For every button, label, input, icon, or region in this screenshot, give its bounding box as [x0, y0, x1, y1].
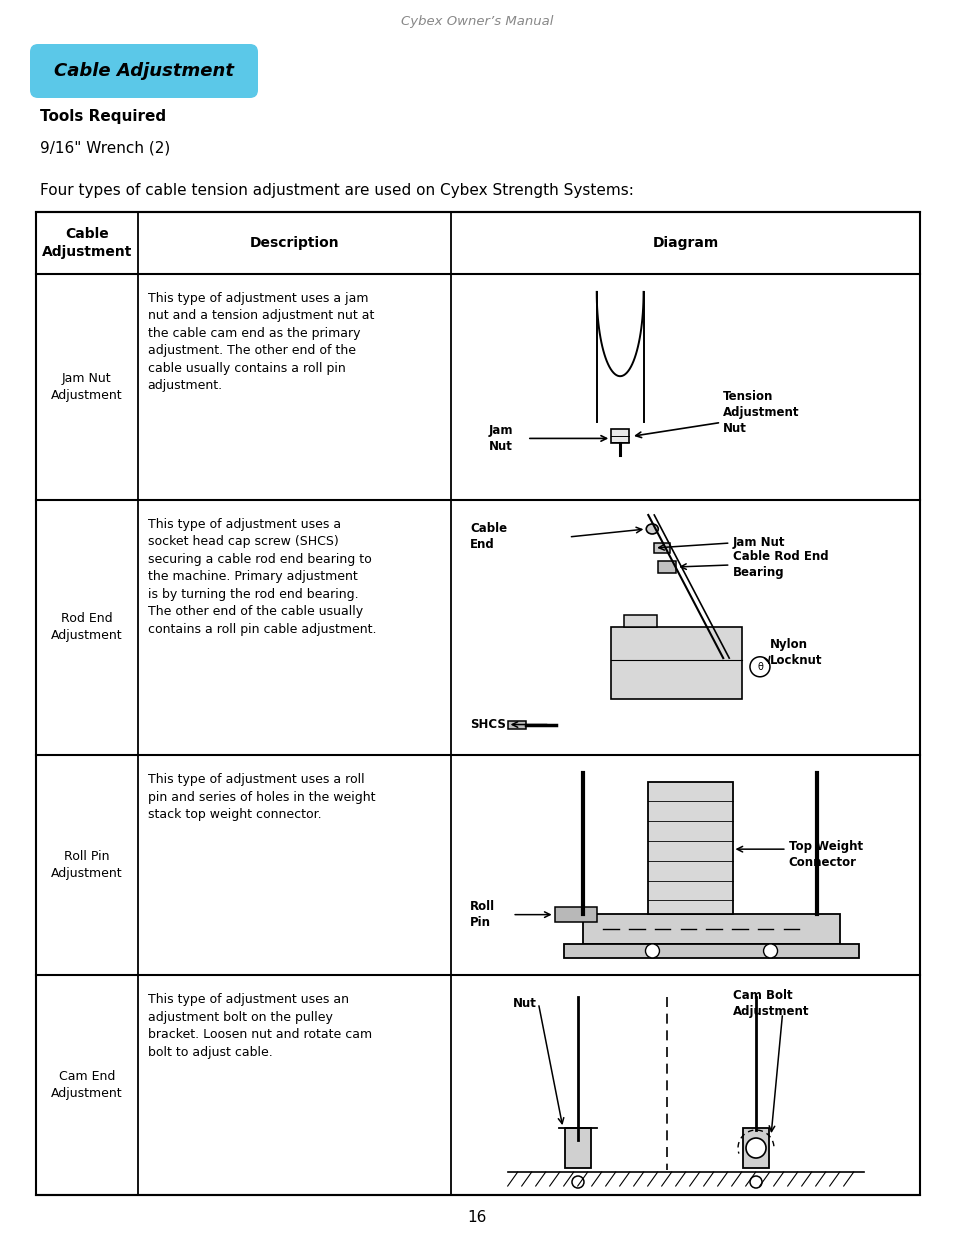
Text: θ: θ	[757, 662, 762, 672]
Text: Nylon
Locknut: Nylon Locknut	[769, 638, 821, 667]
Circle shape	[645, 944, 659, 958]
Bar	[36, 212, 919, 1195]
Bar	[654, 543, 670, 553]
Text: Cable
Adjustment: Cable Adjustment	[42, 227, 132, 258]
Bar	[658, 561, 676, 573]
Text: SHCS: SHCS	[470, 718, 505, 731]
Text: Description: Description	[250, 236, 339, 249]
Ellipse shape	[645, 524, 658, 534]
Bar	[582, 914, 840, 945]
FancyBboxPatch shape	[30, 44, 257, 98]
Text: Tools Required: Tools Required	[40, 109, 166, 124]
Text: This type of adjustment uses a roll
pin and series of holes in the weight
stack : This type of adjustment uses a roll pin …	[148, 773, 375, 821]
Text: Roll Pin
Adjustment: Roll Pin Adjustment	[51, 850, 123, 881]
Circle shape	[572, 1176, 583, 1188]
Bar	[742, 1128, 768, 1168]
Text: Diagram: Diagram	[652, 236, 719, 249]
Bar	[507, 720, 525, 729]
Text: Cable
End: Cable End	[470, 522, 507, 552]
Text: Jam Nut: Jam Nut	[732, 536, 784, 550]
Text: This type of adjustment uses an
adjustment bolt on the pulley
bracket. Loosen nu: This type of adjustment uses an adjustme…	[148, 993, 372, 1058]
Bar	[623, 615, 656, 627]
Text: Nut: Nut	[512, 997, 536, 1009]
Bar	[648, 782, 732, 914]
Text: Cam End
Adjustment: Cam End Adjustment	[51, 1070, 123, 1100]
Text: Cable Rod End
Bearing: Cable Rod End Bearing	[732, 551, 827, 579]
Text: Four types of cable tension adjustment are used on Cybex Strength Systems:: Four types of cable tension adjustment a…	[40, 183, 633, 198]
Circle shape	[749, 657, 769, 677]
Circle shape	[749, 1176, 761, 1188]
Text: Cable Adjustment: Cable Adjustment	[54, 62, 233, 80]
Text: This type of adjustment uses a jam
nut and a tension adjustment nut at
the cable: This type of adjustment uses a jam nut a…	[148, 291, 374, 393]
Text: Jam
Nut: Jam Nut	[489, 424, 513, 453]
Text: This type of adjustment uses a
socket head cap screw (SHCS)
securing a cable rod: This type of adjustment uses a socket he…	[148, 517, 375, 636]
Circle shape	[745, 1137, 765, 1158]
Bar	[564, 1128, 590, 1168]
Text: Rod End
Adjustment: Rod End Adjustment	[51, 613, 123, 642]
Text: Tension
Adjustment
Nut: Tension Adjustment Nut	[722, 390, 799, 435]
Text: 16: 16	[467, 1210, 486, 1225]
Text: 9/16" Wrench (2): 9/16" Wrench (2)	[40, 141, 170, 156]
Text: Roll
Pin: Roll Pin	[470, 900, 495, 929]
Circle shape	[762, 944, 777, 958]
Text: Cybex Owner’s Manual: Cybex Owner’s Manual	[400, 16, 553, 28]
Text: Top Weight
Connector: Top Weight Connector	[788, 840, 862, 868]
Text: Jam Nut
Adjustment: Jam Nut Adjustment	[51, 372, 123, 401]
Bar	[610, 627, 741, 699]
Bar	[554, 906, 596, 923]
Bar	[563, 945, 859, 957]
Text: Cam Bolt
Adjustment: Cam Bolt Adjustment	[732, 988, 808, 1018]
Bar	[611, 430, 628, 443]
